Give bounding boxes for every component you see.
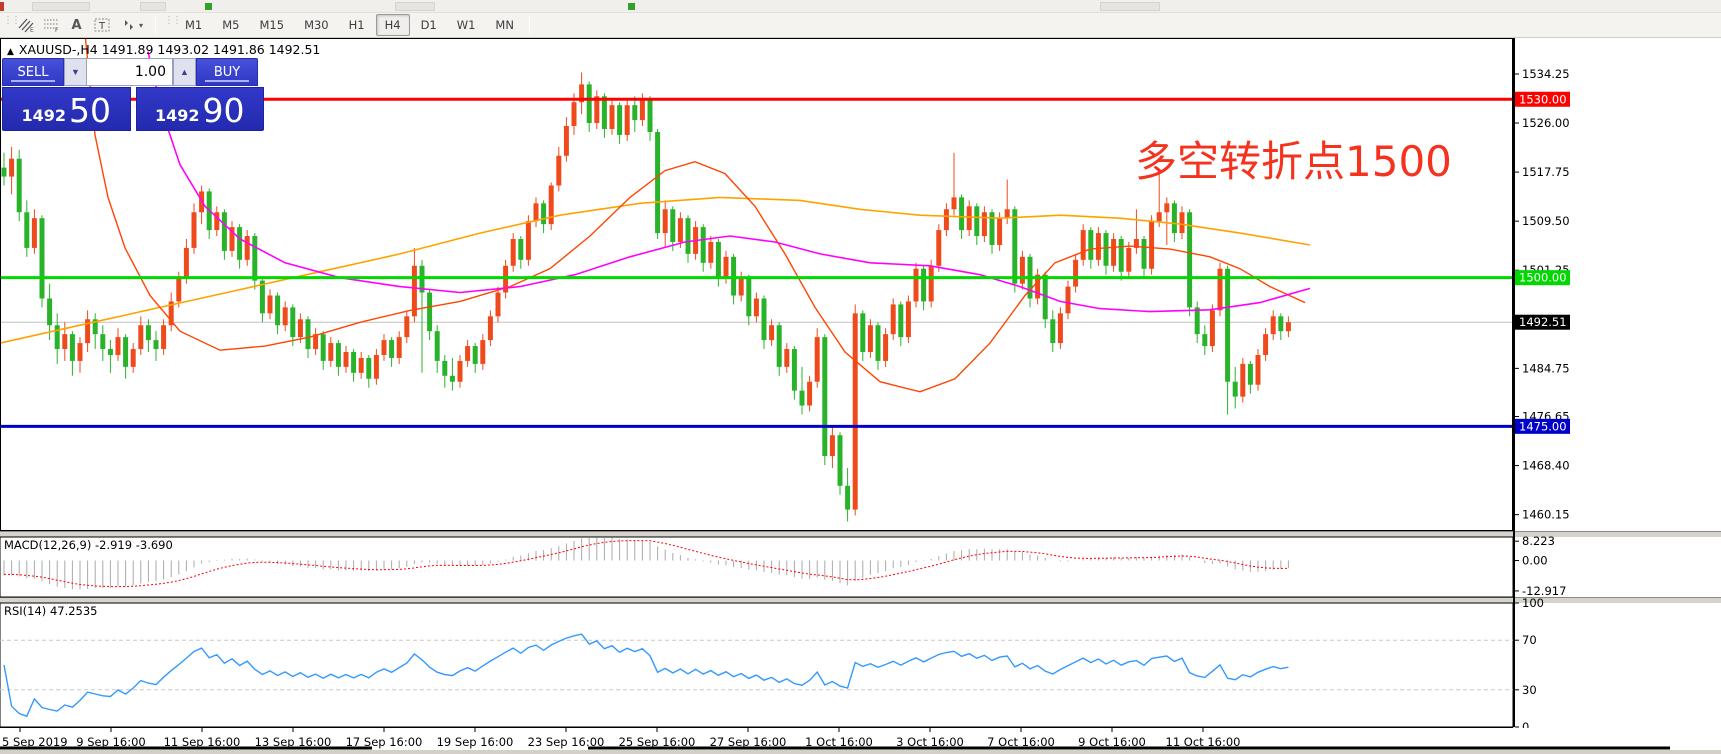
toolbar-drag-handle[interactable]: ⋮⋮ bbox=[164, 15, 182, 26]
date-tick-label: 3 Oct 16:00 bbox=[896, 735, 964, 749]
timeframe-mn-button[interactable]: MN bbox=[486, 14, 523, 36]
buy-price-pips: 90 bbox=[202, 91, 245, 131]
price-label-box bbox=[1515, 418, 1570, 434]
rsi-line bbox=[3, 633, 1289, 718]
timeframe-m5-button[interactable]: M5 bbox=[213, 14, 248, 36]
toolbar-separator bbox=[528, 16, 530, 34]
buy-button[interactable]: BUY bbox=[196, 58, 258, 86]
timeframe-m30-button[interactable]: M30 bbox=[295, 14, 338, 36]
volume-input[interactable] bbox=[87, 58, 173, 86]
timeframe-w1-button[interactable]: W1 bbox=[448, 14, 485, 36]
date-tick-label: 25 Sep 16:00 bbox=[619, 735, 696, 749]
equidistant-channel-icon[interactable]: E bbox=[14, 15, 39, 36]
date-tick-label: 1 Oct 16:00 bbox=[805, 735, 873, 749]
date-tick-label: 9 Oct 16:00 bbox=[1078, 735, 1146, 749]
price-tick-label: 1468.40 bbox=[1522, 459, 1570, 473]
date-tick-label: 5 Sep 2019 bbox=[2, 735, 68, 749]
rsi-tick-label: 30 bbox=[1522, 683, 1537, 697]
date-tick-label: 11 Oct 16:00 bbox=[1166, 735, 1241, 749]
chart-toolbar: ⋮⋮ E F A T ▾ ⋮⋮ M1 M5 M15 M30 H1 H4 D1 bbox=[0, 13, 1721, 38]
volume-decrease-button[interactable]: ▼ bbox=[64, 58, 87, 86]
macd-tick-label: -12.917 bbox=[1522, 584, 1566, 598]
price-label-box bbox=[1515, 270, 1570, 286]
ma-red-line bbox=[84, 38, 1306, 393]
clipped-icon bbox=[0, 2, 4, 11]
macd-tick-label: 0.00 bbox=[1522, 554, 1548, 568]
rsi-tick-label: 0 bbox=[1522, 720, 1529, 734]
clipped-icon bbox=[205, 3, 212, 10]
price-tick-label: 1534.25 bbox=[1522, 67, 1570, 81]
price-label-text: 1492.51 bbox=[1519, 315, 1567, 329]
svg-text:F: F bbox=[55, 27, 59, 33]
toolbar-separator bbox=[155, 16, 156, 34]
clipped-toolbar-row bbox=[0, 0, 1721, 13]
price-tick-label: 1460.15 bbox=[1522, 508, 1570, 522]
date-tick-label: 9 Sep 16:00 bbox=[76, 735, 145, 749]
ma-magenta-line bbox=[147, 51, 1311, 313]
price-axis: 1534.251526.001517.751509.501501.251484.… bbox=[1513, 38, 1570, 734]
timeframe-h1-button[interactable]: H1 bbox=[340, 14, 374, 36]
chart-symbol-title: ▲ XAUUSD-,H4 1491.89 1493.02 1491.86 1492… bbox=[7, 42, 320, 57]
main-chart-panel bbox=[0, 38, 1513, 531]
sell-button[interactable]: SELL bbox=[2, 58, 64, 86]
price-label-text: 1475.00 bbox=[1519, 419, 1567, 433]
price-label-text: 1500.00 bbox=[1519, 271, 1567, 285]
buy-price-quote[interactable]: 1492 90 bbox=[135, 87, 264, 131]
timeframe-m15-button[interactable]: M15 bbox=[251, 14, 294, 36]
macd-label: MACD(12,26,9) -2.919 -3.690 bbox=[4, 538, 173, 552]
rsi-tick-label: 100 bbox=[1522, 596, 1544, 610]
one-click-trading-panel: SELL ▼ ▲ BUY 1492 50 1492 90 bbox=[2, 58, 264, 131]
triangle-up-icon: ▲ bbox=[7, 47, 14, 57]
date-tick-label: 13 Sep 16:00 bbox=[255, 735, 332, 749]
fibonacci-grid-icon[interactable]: F bbox=[39, 15, 64, 36]
macd-tick-label: 8.223 bbox=[1522, 534, 1555, 548]
clipped-icon bbox=[32, 2, 90, 11]
volume-increase-button[interactable]: ▲ bbox=[173, 58, 196, 86]
timeframe-d1-button[interactable]: D1 bbox=[412, 14, 446, 36]
timeframe-h4-button[interactable]: H4 bbox=[375, 14, 410, 36]
ma-orange-line bbox=[0, 196, 1311, 344]
rsi-tick-label: 70 bbox=[1522, 633, 1537, 647]
clipped-icon bbox=[395, 2, 435, 11]
price-label-box bbox=[1515, 91, 1570, 107]
macd-panel: MACD(12,26,9) -2.919 -3.690 bbox=[0, 536, 1514, 598]
chart-text-annotation: 多空转折点1500 bbox=[1135, 137, 1452, 186]
macd-signal-line bbox=[3, 540, 1289, 588]
rsi-panel: RSI(14) 47.2535 bbox=[0, 602, 1514, 728]
price-tick-label: 1526.00 bbox=[1522, 116, 1570, 130]
sell-price-pips: 50 bbox=[69, 91, 112, 131]
price-label-box bbox=[1515, 314, 1570, 330]
clipped-icon bbox=[628, 3, 635, 10]
buy-price-main: 1492 bbox=[154, 106, 200, 125]
timeframe-m1-button[interactable]: M1 bbox=[176, 14, 211, 36]
date-tick-label: 19 Sep 16:00 bbox=[437, 735, 514, 749]
sell-price-main: 1492 bbox=[21, 106, 67, 125]
symbol-ohlc-text: XAUUSD-,H4 1491.89 1493.02 1491.86 1492.… bbox=[18, 42, 321, 57]
chevron-down-icon: ▾ bbox=[138, 20, 143, 30]
date-tick-label: 17 Sep 16:00 bbox=[346, 735, 423, 749]
sell-price-quote[interactable]: 1492 50 bbox=[2, 87, 131, 131]
chart-canvas[interactable]: MACD(12,26,9) -2.919 -3.690 RSI(14) 47.25… bbox=[0, 38, 1721, 754]
toolbar-drag-handle[interactable]: ⋮⋮ bbox=[3, 15, 21, 26]
text-label-icon[interactable]: A bbox=[71, 17, 82, 33]
text-box-icon[interactable]: T bbox=[89, 15, 114, 36]
date-tick-label: 7 Oct 16:00 bbox=[987, 735, 1055, 749]
clipped-icon bbox=[140, 2, 166, 11]
macd-histogram bbox=[3, 537, 1289, 590]
date-tick-label: 23 Sep 16:00 bbox=[528, 735, 605, 749]
rsi-label: RSI(14) 47.2535 bbox=[4, 604, 98, 618]
date-tick-label: 27 Sep 16:00 bbox=[710, 735, 787, 749]
price-label-text: 1530.00 bbox=[1519, 92, 1567, 106]
date-axis: 5 Sep 2019 9 Sep 16:00 11 Sep 16:00 13 Sep … bbox=[0, 727, 1721, 754]
svg-text:T: T bbox=[98, 21, 106, 32]
price-tick-label: 1484.75 bbox=[1522, 361, 1570, 375]
shapes-dropdown-icon[interactable]: ▾ bbox=[114, 15, 150, 36]
svg-text:E: E bbox=[30, 27, 34, 33]
price-tick-label: 1517.75 bbox=[1522, 165, 1570, 179]
date-tick-label: 11 Sep 16:00 bbox=[164, 735, 241, 749]
clipped-icon bbox=[1100, 2, 1160, 11]
price-tick-label: 1509.50 bbox=[1522, 214, 1570, 228]
